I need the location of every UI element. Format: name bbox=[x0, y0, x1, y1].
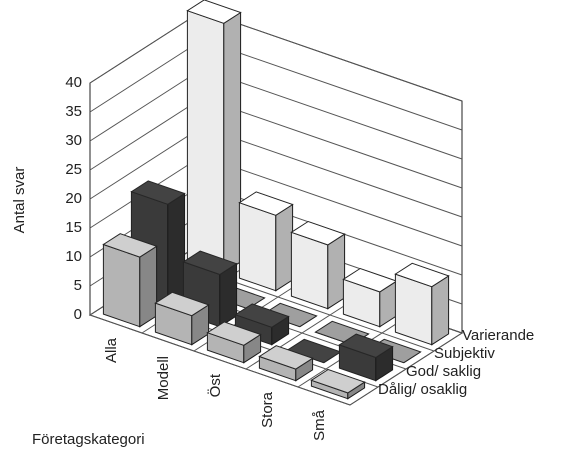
legend-label: Dålig/ osaklig bbox=[378, 381, 467, 398]
bar-top bbox=[338, 333, 394, 359]
bar-side bbox=[327, 233, 346, 310]
bar bbox=[154, 291, 210, 346]
y-tick-label: 40 bbox=[65, 74, 82, 91]
y-tick-label: 25 bbox=[65, 161, 82, 178]
y-tick-label: 5 bbox=[74, 277, 82, 294]
y-tick-label: 35 bbox=[65, 103, 82, 120]
bar-top bbox=[394, 262, 450, 288]
bar bbox=[258, 345, 314, 382]
floor-line bbox=[349, 332, 463, 406]
bar-front bbox=[238, 201, 277, 292]
bar-top bbox=[290, 220, 346, 246]
bar bbox=[338, 333, 394, 382]
bar bbox=[290, 220, 346, 310]
bar-top bbox=[310, 368, 366, 394]
bar-top bbox=[182, 250, 238, 276]
legend-label: Subjektiv bbox=[434, 345, 495, 362]
x-tick-label: Små bbox=[311, 409, 328, 441]
y-tick-label: 30 bbox=[65, 132, 82, 149]
bar-top bbox=[186, 0, 242, 24]
bar-front bbox=[290, 231, 329, 310]
bar-side bbox=[167, 192, 186, 310]
bar bbox=[310, 368, 366, 400]
bar-top bbox=[130, 180, 186, 205]
legend-label: Varierande bbox=[462, 327, 534, 344]
x-tick-label: Modell bbox=[155, 356, 172, 400]
bar bbox=[238, 191, 294, 292]
bar bbox=[186, 0, 242, 274]
x-axis-title: Företagskategori bbox=[32, 431, 145, 448]
bar-top bbox=[238, 191, 294, 216]
x-tick-label: Öst bbox=[206, 373, 224, 397]
bar-top bbox=[234, 303, 290, 328]
bar bbox=[234, 303, 290, 346]
bar-side bbox=[431, 274, 450, 346]
x-tick-label: Alla bbox=[103, 337, 120, 363]
bar bbox=[102, 233, 158, 328]
bar-side bbox=[139, 245, 158, 328]
floor-line bbox=[89, 314, 351, 406]
bar-front bbox=[186, 9, 225, 274]
bar-top bbox=[102, 233, 158, 258]
y-tick-label: 20 bbox=[65, 190, 82, 207]
y-tick-label: 0 bbox=[74, 306, 82, 323]
y-axis-title: Antal svar bbox=[11, 167, 28, 234]
bar bbox=[394, 262, 450, 346]
y-tick-label: 10 bbox=[65, 248, 82, 265]
x-tick-label: Stora bbox=[259, 391, 276, 428]
bar-side bbox=[223, 11, 242, 274]
bar-top bbox=[258, 345, 314, 370]
y-tick-label: 15 bbox=[65, 219, 82, 236]
bar-top bbox=[206, 321, 262, 346]
legend-label: God/ saklig bbox=[406, 363, 481, 380]
bar bbox=[342, 267, 398, 328]
bar-top bbox=[154, 291, 210, 317]
bar bbox=[206, 321, 262, 364]
bar-front bbox=[102, 243, 141, 328]
bar-side bbox=[275, 203, 294, 292]
